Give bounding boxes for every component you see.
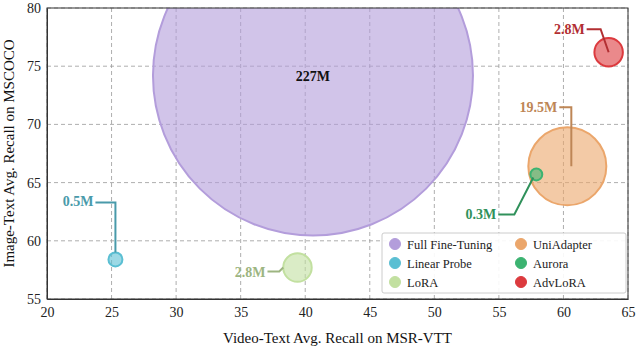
size-label: 0.3M [466,207,497,222]
chart-container: 227M 0.5M 2.8M 19.5M 0.3M 2.8M 20 25 30 35 40 45 50 5… [0,0,640,349]
x-axis-line [48,299,629,300]
leader-line [559,107,571,166]
plot-frame [47,8,628,299]
size-label: 227M [296,69,330,84]
x-tick: 65 [622,299,636,320]
x-tick: 40 [299,299,313,320]
x-tick-label: 25 [105,305,119,320]
bubbles [108,8,622,282]
x-tick-label: 40 [299,305,313,320]
legend-label: Full Fine-Tuning [407,238,493,252]
legend-marker [516,258,527,269]
y-tick-label: 65 [27,176,41,191]
x-tick-label: 55 [492,305,506,320]
leader-line [498,177,533,214]
bubble [528,127,606,205]
y-tick-label: 70 [27,117,41,132]
legend-marker [390,239,401,250]
legend-label: AdvLoRA [533,276,586,290]
x-tick: 30 [170,299,184,320]
size-label: 0.5M [63,194,94,209]
leader-line [95,202,115,252]
legend-box [382,233,626,293]
x-tick: 60 [557,299,571,320]
x-tick-label: 65 [622,305,636,320]
legend-marker [516,277,527,288]
legend-label: UniAdapter [533,238,593,252]
size-label: 19.5M [520,100,558,115]
legend-marker [390,277,401,288]
x-tick: 55 [492,299,506,320]
x-tick: 35 [234,299,248,320]
y-axis: 55 60 65 70 75 80 [27,1,48,307]
y-tick: 80 [27,1,47,16]
x-axis-title: Video-Text Avg. Recall on MSR-VTT [223,330,452,346]
legend-label: Aurora [533,257,569,271]
x-tick: 50 [428,299,442,320]
x-axis: 20 25 30 35 40 45 50 55 60 65 [41,299,636,320]
legend-marker [390,258,401,269]
bubble [283,253,311,281]
leader-line [267,268,283,272]
x-tick-label: 50 [428,305,442,320]
y-tick: 60 [27,234,47,249]
x-tick-label: 20 [41,305,55,320]
size-label: 2.8M [235,265,266,280]
y-tick-label: 75 [27,59,41,74]
x-tick: 45 [363,299,377,320]
bubble [108,252,122,266]
y-tick-label: 55 [27,292,41,307]
x-tick-label: 30 [170,305,184,320]
y-tick: 70 [27,117,47,132]
x-tick-label: 35 [234,305,248,320]
y-tick: 55 [27,292,47,307]
y-tick: 75 [27,59,47,74]
leader-line [587,29,609,52]
chart-svg: 227M 0.5M 2.8M 19.5M 0.3M 2.8M 20 25 30 35 40 45 50 5… [0,0,640,349]
y-axis-line [47,9,48,300]
legend-label: Linear Probe [407,257,472,271]
bubble [153,8,473,236]
legend-label: LoRA [407,276,438,290]
y-tick-label: 60 [27,234,41,249]
x-tick: 25 [105,299,119,320]
y-tick: 65 [27,176,47,191]
x-tick: 20 [41,299,55,320]
legend-marker [516,239,527,250]
x-tick-label: 60 [557,305,571,320]
x-tick-label: 45 [363,305,377,320]
size-label: 2.8M [554,22,585,37]
y-tick-label: 80 [27,1,41,16]
legend: Full Fine-Tuning Linear Probe LoRA UniAdapt… [382,233,626,293]
y-axis-title: Image-Text Avg. Recall on MSCOCO [1,39,17,267]
